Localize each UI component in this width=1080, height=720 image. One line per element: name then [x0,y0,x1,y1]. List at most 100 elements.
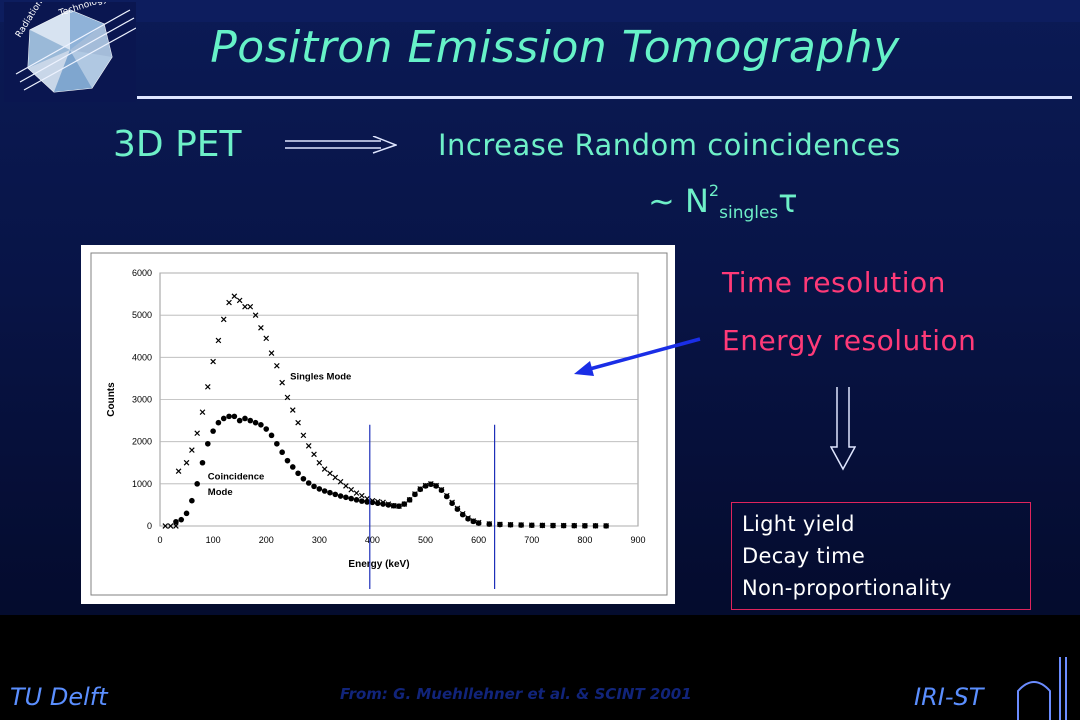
coincidence-mode-point [274,440,280,447]
pet-mode-label: 3D PET [113,124,242,165]
formula-prefix: ~ N [648,182,709,220]
coincidence-mode-point [284,457,291,464]
coincidence-mode-point [236,417,243,424]
singles-mode-point [279,379,285,386]
coincidence-mode-point [550,522,556,529]
singles-mode-point [175,468,182,475]
coincidence-mode-point [231,413,238,420]
x-tick-label: 900 [630,535,645,545]
singles-mode-point [295,419,301,426]
coincidence-mode-point [444,493,450,500]
coincidence-mode-point [560,522,567,529]
radiation-technology-logo-icon: Radiation Technology [4,2,136,102]
arch-decoration-icon [1017,657,1067,720]
coincidence-mode-point [364,499,370,505]
chart-annotation: Mode [208,487,233,498]
singles-mode-point [274,362,280,369]
coincidence-mode-point [438,487,445,493]
singles-mode-point [199,409,206,415]
slide-title: Positron Emission Tomography [210,22,900,73]
singles-mode-point [321,466,328,472]
coincidence-mode-point [459,511,466,518]
singles-mode-point [316,459,323,466]
coincidence-mode-point [422,483,429,489]
coincidence-mode-point [449,500,455,507]
coincidence-mode-point [327,489,333,496]
singles-mode-point [183,459,190,466]
coincidence-mode-point [300,475,307,482]
singles-mode-point [236,297,243,304]
footer-citation: From: G. Muehllehner et al. & SCINT 2001 [340,685,692,703]
singles-mode-point [258,324,264,331]
property-decay-time: Decay time [742,544,866,568]
coincidence-mode-point [380,501,386,507]
singles-mode-point [162,523,169,529]
top-band [0,0,1080,22]
footer-iri-st: IRI-ST [914,683,984,711]
singles-mode-point [210,358,216,365]
coincidence-mode-point [603,523,609,529]
pointer-arrow-icon [574,337,701,376]
property-non-proportionality: Non-proportionality [742,576,952,600]
coincidence-mode-point [305,480,312,486]
singles-mode-point [268,350,275,356]
y-tick-label: 6000 [132,268,152,278]
x-tick-label: 500 [418,535,433,545]
y-tick-label: 5000 [132,310,152,320]
formula-tau: τ [778,182,798,220]
coincidence-mode-point [475,520,482,526]
coincidence-mode-point [205,440,211,447]
coincidence-mode-point [470,518,477,525]
x-tick-label: 400 [365,535,380,545]
scintillator-properties-box: Light yield Decay time Non-proportionali… [731,502,1031,610]
x-tick-label: 0 [157,535,162,545]
singles-mode-point [300,432,307,439]
x-tick-label: 700 [524,535,539,545]
coincidence-mode-point [247,417,254,424]
coincidence-mode-point [220,415,227,422]
y-tick-label: 0 [147,521,152,531]
coincidence-mode-point [571,522,578,529]
coincidence-mode-point [279,449,285,456]
coincidence-mode-point [173,518,179,525]
singles-mode-point [167,523,174,529]
coincidence-mode-point [374,500,381,507]
singles-mode-point [289,407,296,413]
y-axis-label: Counts [106,382,117,417]
coincidence-mode-point [316,486,323,492]
coincidence-mode-point [337,493,344,499]
coincidence-mode-point [406,497,413,503]
coincidence-mode-point [385,502,392,508]
singles-mode-point [348,486,355,493]
singles-mode-point [343,483,349,489]
coincidence-mode-point [396,503,402,509]
singles-mode-point [252,312,259,318]
singles-mode-point [215,337,222,344]
singles-mode-point [194,430,201,437]
coincidence-mode-point [295,470,301,477]
coincidence-mode-point [539,522,546,529]
coincidence-mode-point [528,522,535,529]
coincidence-mode-point [497,521,503,528]
singles-mode-point [263,335,270,342]
singles-mode-point [173,523,179,529]
singles-mode-point [358,492,365,499]
singles-mode-point [327,470,333,477]
formula-subscript: singles [719,203,779,223]
singles-mode-point [337,478,344,485]
coincidence-mode-point [417,486,424,493]
energy-spectrum-chart: 0 1000 2000 3000 4000 5000 6000 0 100 200 300 400 50… [81,245,675,604]
coincidence-mode-point [199,459,206,466]
x-axis-label: Energy (keV) [348,559,409,570]
formula-power: 2 [708,181,720,200]
time-resolution-text: Time resolution [722,266,946,299]
singles-mode-point [311,451,317,458]
coincidence-mode-point [412,491,418,498]
chart-annotation: Coincidence [208,472,264,483]
coincidence-mode-point [194,481,200,487]
coincidence-mode-point [332,491,339,498]
x-tick-label: 300 [312,535,327,545]
x-tick-label: 200 [259,535,274,545]
coincidence-mode-point [428,481,434,488]
y-tick-label: 1000 [132,479,152,489]
